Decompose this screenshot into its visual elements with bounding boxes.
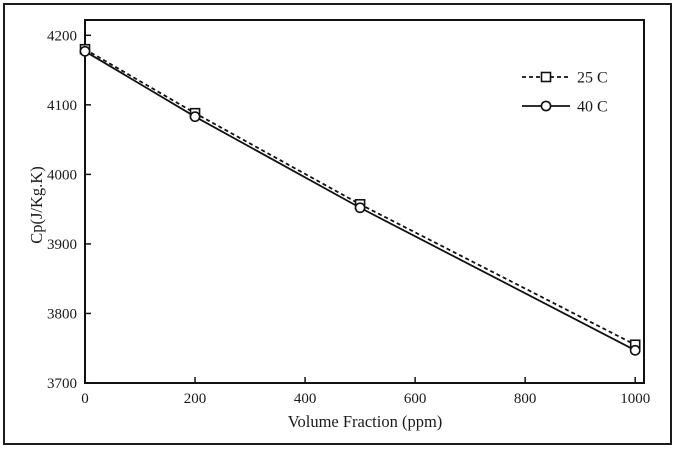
- data-point-40-c: [79, 45, 91, 57]
- y-tick-label: 4000: [47, 167, 77, 183]
- plot-area: 0 200 400 600 800 1000 3700 3800 3900 4000 4100 420…: [47, 19, 650, 407]
- x-tick-label: 0: [81, 391, 89, 407]
- legend-marker-25-c: [540, 71, 552, 83]
- legend-label-25-c: 25 C: [577, 70, 608, 87]
- series-line-40-c: [84, 50, 636, 352]
- series-line-25-c: [84, 48, 636, 346]
- y-tick-label: 4200: [47, 28, 77, 44]
- x-tick-label: 200: [184, 391, 207, 407]
- x-tick-label: 400: [294, 391, 317, 407]
- x-axis-label: Volume Fraction (ppm): [288, 412, 443, 431]
- data-point-40-c: [189, 111, 201, 123]
- data-point-40-c: [629, 344, 641, 356]
- legend-label-40-c: 40 C: [577, 99, 608, 116]
- y-tick-label: 3700: [47, 376, 77, 392]
- y-tick-label: 3900: [47, 237, 77, 253]
- y-tick-label: 4100: [47, 98, 77, 114]
- x-tick-label: 800: [514, 391, 537, 407]
- y-axis-label: Cp(J/Kg.K): [27, 166, 46, 243]
- figure-border: [3, 3, 672, 445]
- data-point-40-c: [354, 202, 366, 214]
- legend-marker-40-c: [540, 100, 552, 112]
- y-tick-label: 3800: [47, 306, 77, 322]
- x-tick-label: 1000: [620, 391, 650, 407]
- plot-border: [84, 19, 645, 384]
- x-tick-label: 600: [404, 391, 427, 407]
